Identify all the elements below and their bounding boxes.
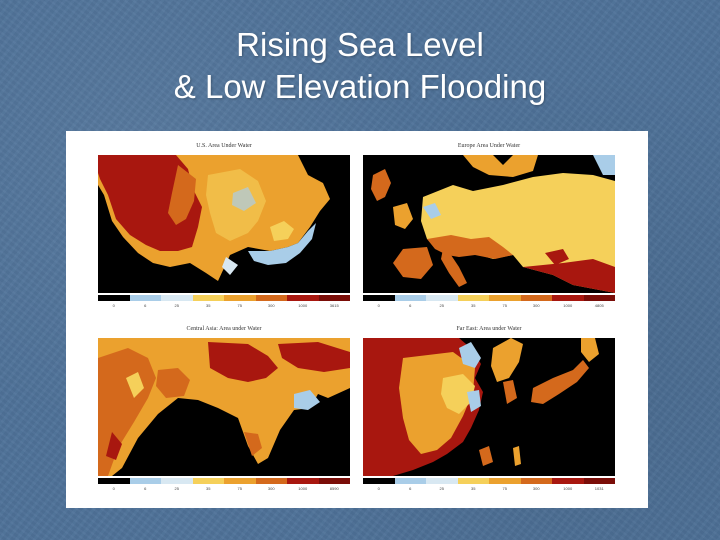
far-east-colorbar: 0 6 25 35 75 300 1000 1031	[363, 478, 615, 496]
tick-label: 75	[237, 303, 242, 308]
tick-label: 35	[471, 303, 476, 308]
tick-label: 6	[409, 303, 412, 308]
tick-label: 300	[267, 486, 275, 491]
tick-label: 25	[174, 486, 179, 491]
tick-label: 1000	[563, 486, 573, 491]
tick-label: 75	[237, 486, 242, 491]
tick-label: 8590	[329, 486, 339, 491]
europe-colorbar: 0 6 25 35 75 300 1000 4805	[363, 295, 615, 313]
slide-title: Rising Sea Level & Low Elevation Floodin…	[0, 24, 720, 108]
europe-map-panel: Europe Area Under Water	[363, 143, 615, 313]
us-map-panel: U.S. Area Under Water	[98, 143, 350, 313]
tick-label: 3615	[329, 303, 339, 308]
tick-label: 6	[144, 303, 147, 308]
title-line-1: Rising Sea Level	[236, 26, 484, 63]
far-east-map-panel: Far East: Area under Water	[363, 326, 615, 496]
tick-label: 300	[532, 486, 540, 491]
central-asia-map-panel: Central Asia: Area under Water	[98, 326, 350, 496]
far-east-map-image	[363, 338, 615, 476]
tick-label: 0	[377, 303, 380, 308]
tick-label: 4805	[594, 303, 604, 308]
tick-label: 1000	[298, 303, 308, 308]
tick-label: 1000	[563, 303, 573, 308]
tick-label: 6	[144, 486, 147, 491]
tick-label: 0	[112, 303, 115, 308]
tick-label: 35	[206, 303, 211, 308]
europe-map-image	[363, 155, 615, 293]
central-asia-colorbar: 0 6 25 35 75 300 1000 8590	[98, 478, 350, 496]
tick-label: 6	[409, 486, 412, 491]
tick-label: 35	[471, 486, 476, 491]
tick-label: 25	[174, 303, 179, 308]
tick-label: 75	[502, 486, 507, 491]
tick-label: 300	[532, 303, 540, 308]
us-map-image	[98, 155, 350, 293]
tick-label: 1031	[594, 486, 604, 491]
tick-label: 0	[377, 486, 380, 491]
tick-label: 75	[502, 303, 507, 308]
title-line-2: & Low Elevation Flooding	[173, 68, 547, 105]
tick-label: 25	[439, 303, 444, 308]
tick-label: 1000	[298, 486, 308, 491]
us-map-title: U.S. Area Under Water	[196, 143, 252, 149]
central-asia-map-title: Central Asia: Area under Water	[186, 326, 262, 332]
tick-label: 25	[439, 486, 444, 491]
europe-map-title: Europe Area Under Water	[457, 143, 521, 149]
far-east-map-title: Far East: Area under Water	[456, 326, 522, 332]
tick-label: 35	[206, 486, 211, 491]
flood-maps-figure: U.S. Area Under Water	[66, 131, 648, 508]
tick-label: 0	[112, 486, 115, 491]
tick-label: 300	[267, 303, 275, 308]
us-colorbar: 0 6 25 35 75 300 1000 3615	[98, 295, 350, 313]
central-asia-map-image	[98, 338, 350, 476]
